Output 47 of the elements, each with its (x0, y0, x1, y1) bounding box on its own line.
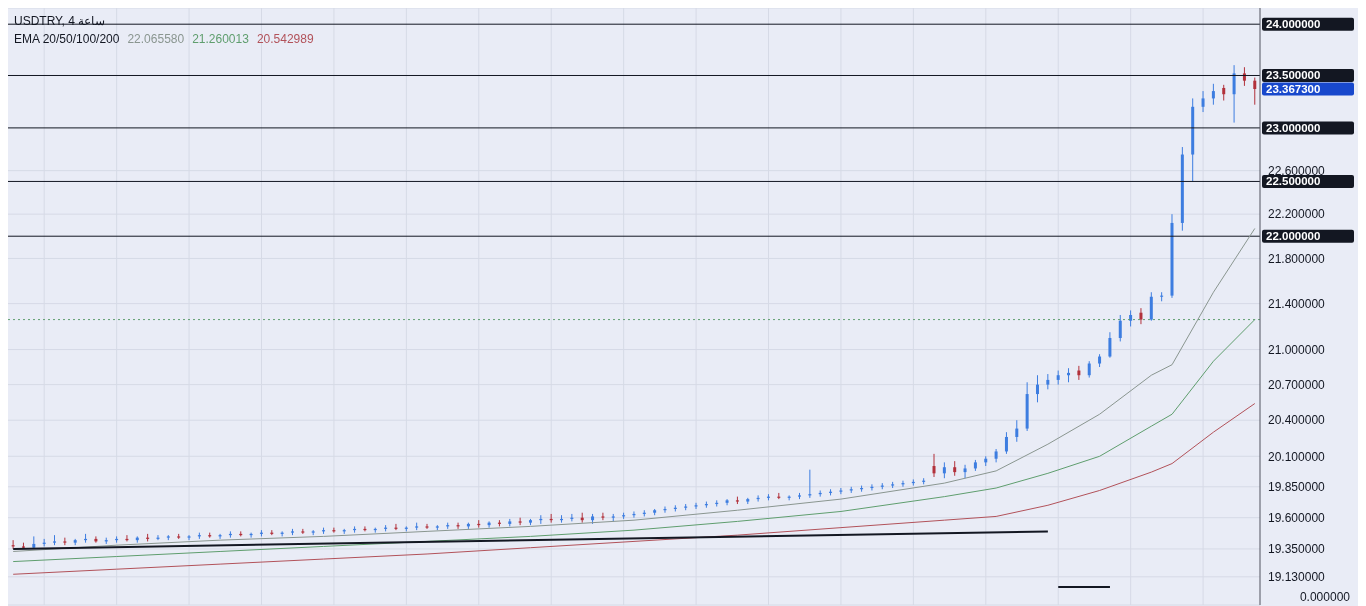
text: 23.367300 (1266, 83, 1321, 96)
candlestick (1108, 331, 1112, 359)
y-tick-label: 19.130000 (1268, 570, 1326, 585)
ref-line-label: 23.000000 (1266, 121, 1321, 134)
y-tick-label: 19.850000 (1268, 480, 1326, 495)
candlestick (725, 498, 729, 506)
text: EMA 20/50/100/200 (14, 32, 120, 46)
candlestick (963, 464, 967, 479)
candlestick (1149, 291, 1153, 322)
candlestick (694, 502, 698, 510)
candlestick (425, 523, 429, 530)
candlestick (839, 487, 843, 495)
y-tick-label: 19.600000 (1268, 510, 1326, 525)
y-tick-label: 19.350000 (1268, 542, 1326, 557)
candlestick (1004, 431, 1008, 455)
candlestick (1015, 419, 1019, 443)
ref-line-label: 22.500000 (1266, 175, 1321, 188)
candlestick (518, 517, 522, 526)
line-series (12, 227, 1256, 552)
candlestick (932, 453, 936, 478)
ref-line-label: 24.000000 (1266, 18, 1321, 31)
candlestick (63, 537, 67, 546)
candlestick (1139, 307, 1143, 325)
candlestick (601, 512, 605, 521)
text: 21.260013 (192, 32, 249, 46)
y-tick-label: 20.400000 (1268, 413, 1326, 428)
y-tick-label: 21.400000 (1268, 296, 1326, 311)
candlestick (1232, 64, 1236, 124)
line-series (12, 403, 1256, 575)
y-tick-label: 20.700000 (1268, 377, 1326, 392)
text: 20.542989 (256, 32, 314, 46)
ref-line-label: 23.500000 (1266, 69, 1321, 82)
candlestick (1211, 83, 1215, 106)
line-series (12, 319, 1256, 563)
y-tick-label: 21.800000 (1268, 251, 1326, 266)
candlestick (1118, 314, 1122, 342)
candlestick (1253, 77, 1257, 106)
y-tick-label: 22.600000 (1268, 163, 1326, 178)
y-tick-label: 21.000000 (1268, 342, 1326, 357)
candlestick (1201, 90, 1205, 113)
text: 22.065580 (127, 32, 185, 46)
y-tick-label: 20.100000 (1268, 449, 1326, 464)
ref-line-label: 22.000000 (1266, 230, 1321, 243)
candlestick (1035, 374, 1039, 403)
text: 0.000000 (1299, 590, 1350, 604)
candlestick (187, 534, 191, 541)
y-tick-label: 22.200000 (1268, 207, 1326, 222)
